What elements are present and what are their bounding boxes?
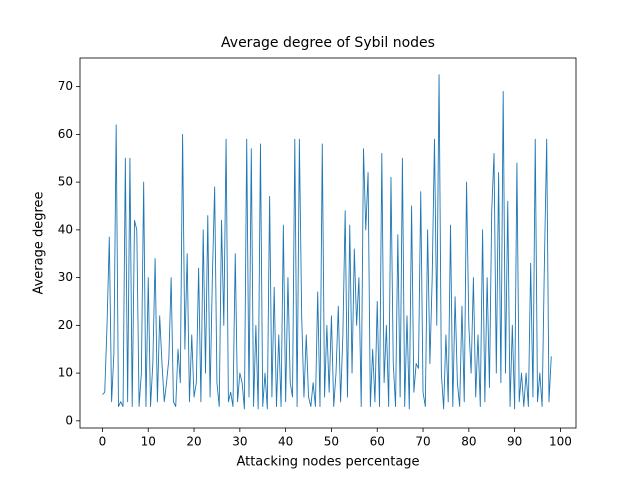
y-tick-label: 60 xyxy=(58,127,73,141)
y-tick-label: 40 xyxy=(58,222,73,236)
x-tick-label: 40 xyxy=(278,435,293,449)
y-axis-label: Average degree xyxy=(32,191,47,294)
y-tick-label: 50 xyxy=(58,175,73,189)
y-tick-label: 0 xyxy=(65,413,73,427)
y-tick-label: 10 xyxy=(58,366,73,380)
plot-frame xyxy=(79,57,577,429)
y-tick-label: 30 xyxy=(58,270,73,284)
y-tick-label: 20 xyxy=(58,318,73,332)
x-tick-label: 70 xyxy=(415,435,430,449)
x-tick-label: 30 xyxy=(232,435,247,449)
x-tick-label: 0 xyxy=(99,435,107,449)
chart-title: Average degree of Sybil nodes xyxy=(221,35,435,51)
data-line xyxy=(102,74,552,410)
x-tick-label: 60 xyxy=(370,435,385,449)
x-axis-label: Attacking nodes percentage xyxy=(236,455,419,470)
y-tick-label: 70 xyxy=(58,79,73,93)
x-tick-label: 20 xyxy=(186,435,201,449)
x-tick-label: 10 xyxy=(141,435,156,449)
x-tick-label: 100 xyxy=(549,435,572,449)
x-tick-label: 90 xyxy=(507,435,522,449)
x-tick-label: 50 xyxy=(324,435,339,449)
x-tick-label: 80 xyxy=(461,435,476,449)
